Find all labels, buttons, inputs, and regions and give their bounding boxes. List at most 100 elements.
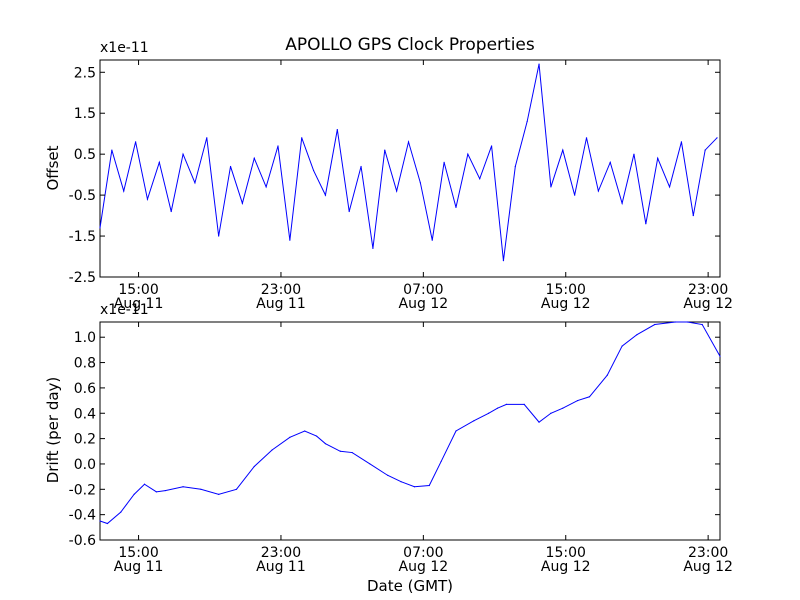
offset-data-point — [182, 153, 184, 155]
drift-x-tick-label-time: 15:00 — [118, 545, 158, 561]
drift-x-tick-label-date: Aug 12 — [399, 559, 449, 575]
offset-data-point — [324, 194, 327, 196]
drift-data-point — [538, 421, 540, 423]
offset-data-point — [206, 137, 208, 139]
drift-data-point — [324, 443, 327, 445]
offset-data-point — [609, 161, 611, 163]
offset-x-tick-label-date: Aug 12 — [541, 296, 591, 312]
drift-x-tick-label-date: Aug 12 — [541, 559, 591, 575]
offset-data-point — [396, 190, 398, 192]
drift-data-point — [200, 488, 202, 490]
offset-data-point — [538, 63, 540, 65]
offset-data-point — [550, 186, 552, 188]
offset-data-point — [514, 165, 516, 168]
offset-x-tick-label-date: Aug 11 — [256, 296, 306, 312]
offset-data-point — [218, 235, 220, 237]
drift-data-point — [339, 450, 341, 452]
drift-data-point — [577, 399, 579, 402]
drift-data-point — [505, 403, 508, 405]
drift-x-tick-label-time: 07:00 — [403, 545, 443, 561]
offset-x-tick-label-date: Aug 12 — [399, 296, 449, 312]
drift-y-tick-label: -0.2 — [69, 482, 96, 498]
drift-data-point — [496, 407, 499, 409]
drift-data-point — [218, 493, 220, 495]
drift-data-point — [155, 491, 157, 493]
drift-data-point — [143, 483, 146, 485]
offset-data-point — [443, 161, 445, 163]
offset-y-tick-label: -1.5 — [69, 229, 96, 245]
offset-y-tick-label: 0.5 — [74, 147, 96, 163]
offset-data-point — [111, 149, 113, 151]
offset-axes-frame — [99, 59, 721, 278]
drift-data-point — [621, 345, 623, 347]
offset-data-point — [526, 120, 528, 123]
offset-y-tick-label: -0.5 — [69, 188, 96, 204]
offset-y-multiplier-label: x1e-11 — [100, 40, 149, 56]
drift-y-tick-label: -0.6 — [69, 533, 96, 549]
drift-y-tick-label: 0.0 — [74, 457, 96, 473]
offset-data-point — [336, 129, 338, 131]
offset-data-point — [348, 210, 350, 213]
offset-data-point — [312, 169, 315, 172]
drift-data-point — [315, 435, 318, 437]
offset-data-point — [265, 186, 267, 188]
offset-data-point — [289, 239, 291, 241]
drift-data-point — [369, 463, 371, 465]
drift-data-point — [473, 420, 475, 422]
offset-x-tick-label-time: 15:00 — [546, 282, 586, 298]
drift-data-point — [550, 412, 552, 414]
offset-data-point — [253, 157, 255, 159]
offset-data-point — [419, 182, 421, 184]
drift-data-point — [606, 374, 608, 376]
offset-y-tick-label: -2.5 — [69, 270, 96, 286]
offset-x-tick-label-time: 23:00 — [688, 282, 728, 298]
offset-data-point — [574, 194, 576, 196]
drift-x-tick-label-date: Aug 12 — [683, 559, 733, 575]
drift-data-point — [455, 430, 457, 432]
drift-data-point — [440, 460, 442, 463]
drift-y-tick-label: 1.0 — [74, 330, 96, 346]
offset-data-point — [562, 149, 564, 151]
drift-data-point — [719, 355, 721, 357]
offset-data-point — [135, 141, 137, 143]
offset-data-point — [384, 149, 386, 151]
drift-y-multiplier-label: x1e-11 — [100, 302, 149, 318]
drift-data-point — [654, 323, 656, 326]
offset-data-point — [372, 247, 374, 249]
drift-x-tick-label-date: Aug 11 — [256, 559, 306, 575]
drift-data-point — [562, 407, 564, 409]
drift-y-tick-label: -0.4 — [69, 508, 96, 524]
drift-data-point — [488, 412, 490, 414]
offset-data-point — [668, 186, 671, 188]
offset-data-point — [407, 141, 410, 143]
offset-data-point — [502, 260, 505, 262]
drift-data-point — [387, 474, 389, 476]
offset-data-point — [170, 210, 172, 213]
offset-data-point — [146, 198, 149, 200]
drift-data-point — [701, 323, 703, 326]
drift-data-point — [400, 481, 402, 483]
offset-data-point — [241, 202, 243, 204]
drift-x-tick-label-time: 15:00 — [546, 545, 586, 561]
drift-data-point — [674, 321, 677, 323]
drift-data-point — [428, 484, 430, 487]
offset-data-point — [360, 165, 362, 168]
drift-data-point — [106, 522, 109, 525]
offset-data-point — [692, 214, 694, 217]
offset-data-point — [645, 223, 647, 225]
drift-data-point — [636, 334, 638, 336]
drift-y-axis-label: Drift (per day) — [44, 377, 62, 484]
offset-y-axis-label: Offset — [44, 145, 62, 190]
offset-data-point — [657, 157, 659, 159]
offset-data-point — [490, 145, 493, 147]
drift-data-point — [164, 489, 166, 492]
drift-y-tick-label: 0.6 — [74, 381, 96, 397]
offset-x-tick-label-time: 07:00 — [403, 282, 443, 298]
drift-y-tick-label: 0.4 — [74, 406, 96, 422]
offset-data-point — [621, 202, 623, 204]
drift-data-point — [351, 451, 353, 454]
drift-data-point — [235, 488, 238, 490]
